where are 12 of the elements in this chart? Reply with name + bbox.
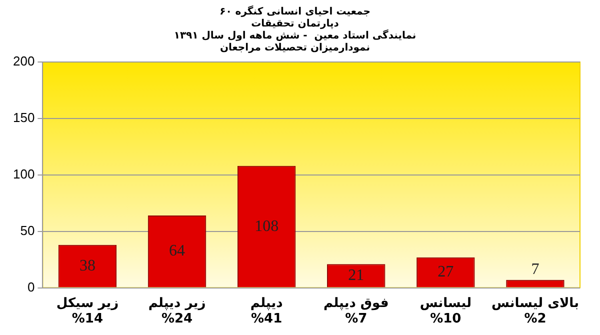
y-tick-label: 200 (12, 54, 35, 69)
y-tick-label: 50 (20, 222, 35, 238)
y-tick-label: 0 (27, 279, 35, 294)
data-label: 108 (254, 218, 279, 235)
data-label: 64 (169, 242, 186, 260)
y-tick-label: 100 (12, 166, 35, 182)
data-label: 21 (348, 266, 364, 284)
data-label: 38 (79, 257, 96, 274)
data-label: 27 (438, 264, 454, 281)
data-label: 7 (531, 261, 540, 278)
y-tick-label: 150 (12, 110, 35, 126)
chart-title: جمعیت احیای انسانی کنگره ۶۰ دپارتمان تحقیقات نمایندگی استاد معین - شش ماهه اول سال ۱۳۹۱ نمودارمیزان تحصیلات مراجعان (174, 4, 416, 54)
